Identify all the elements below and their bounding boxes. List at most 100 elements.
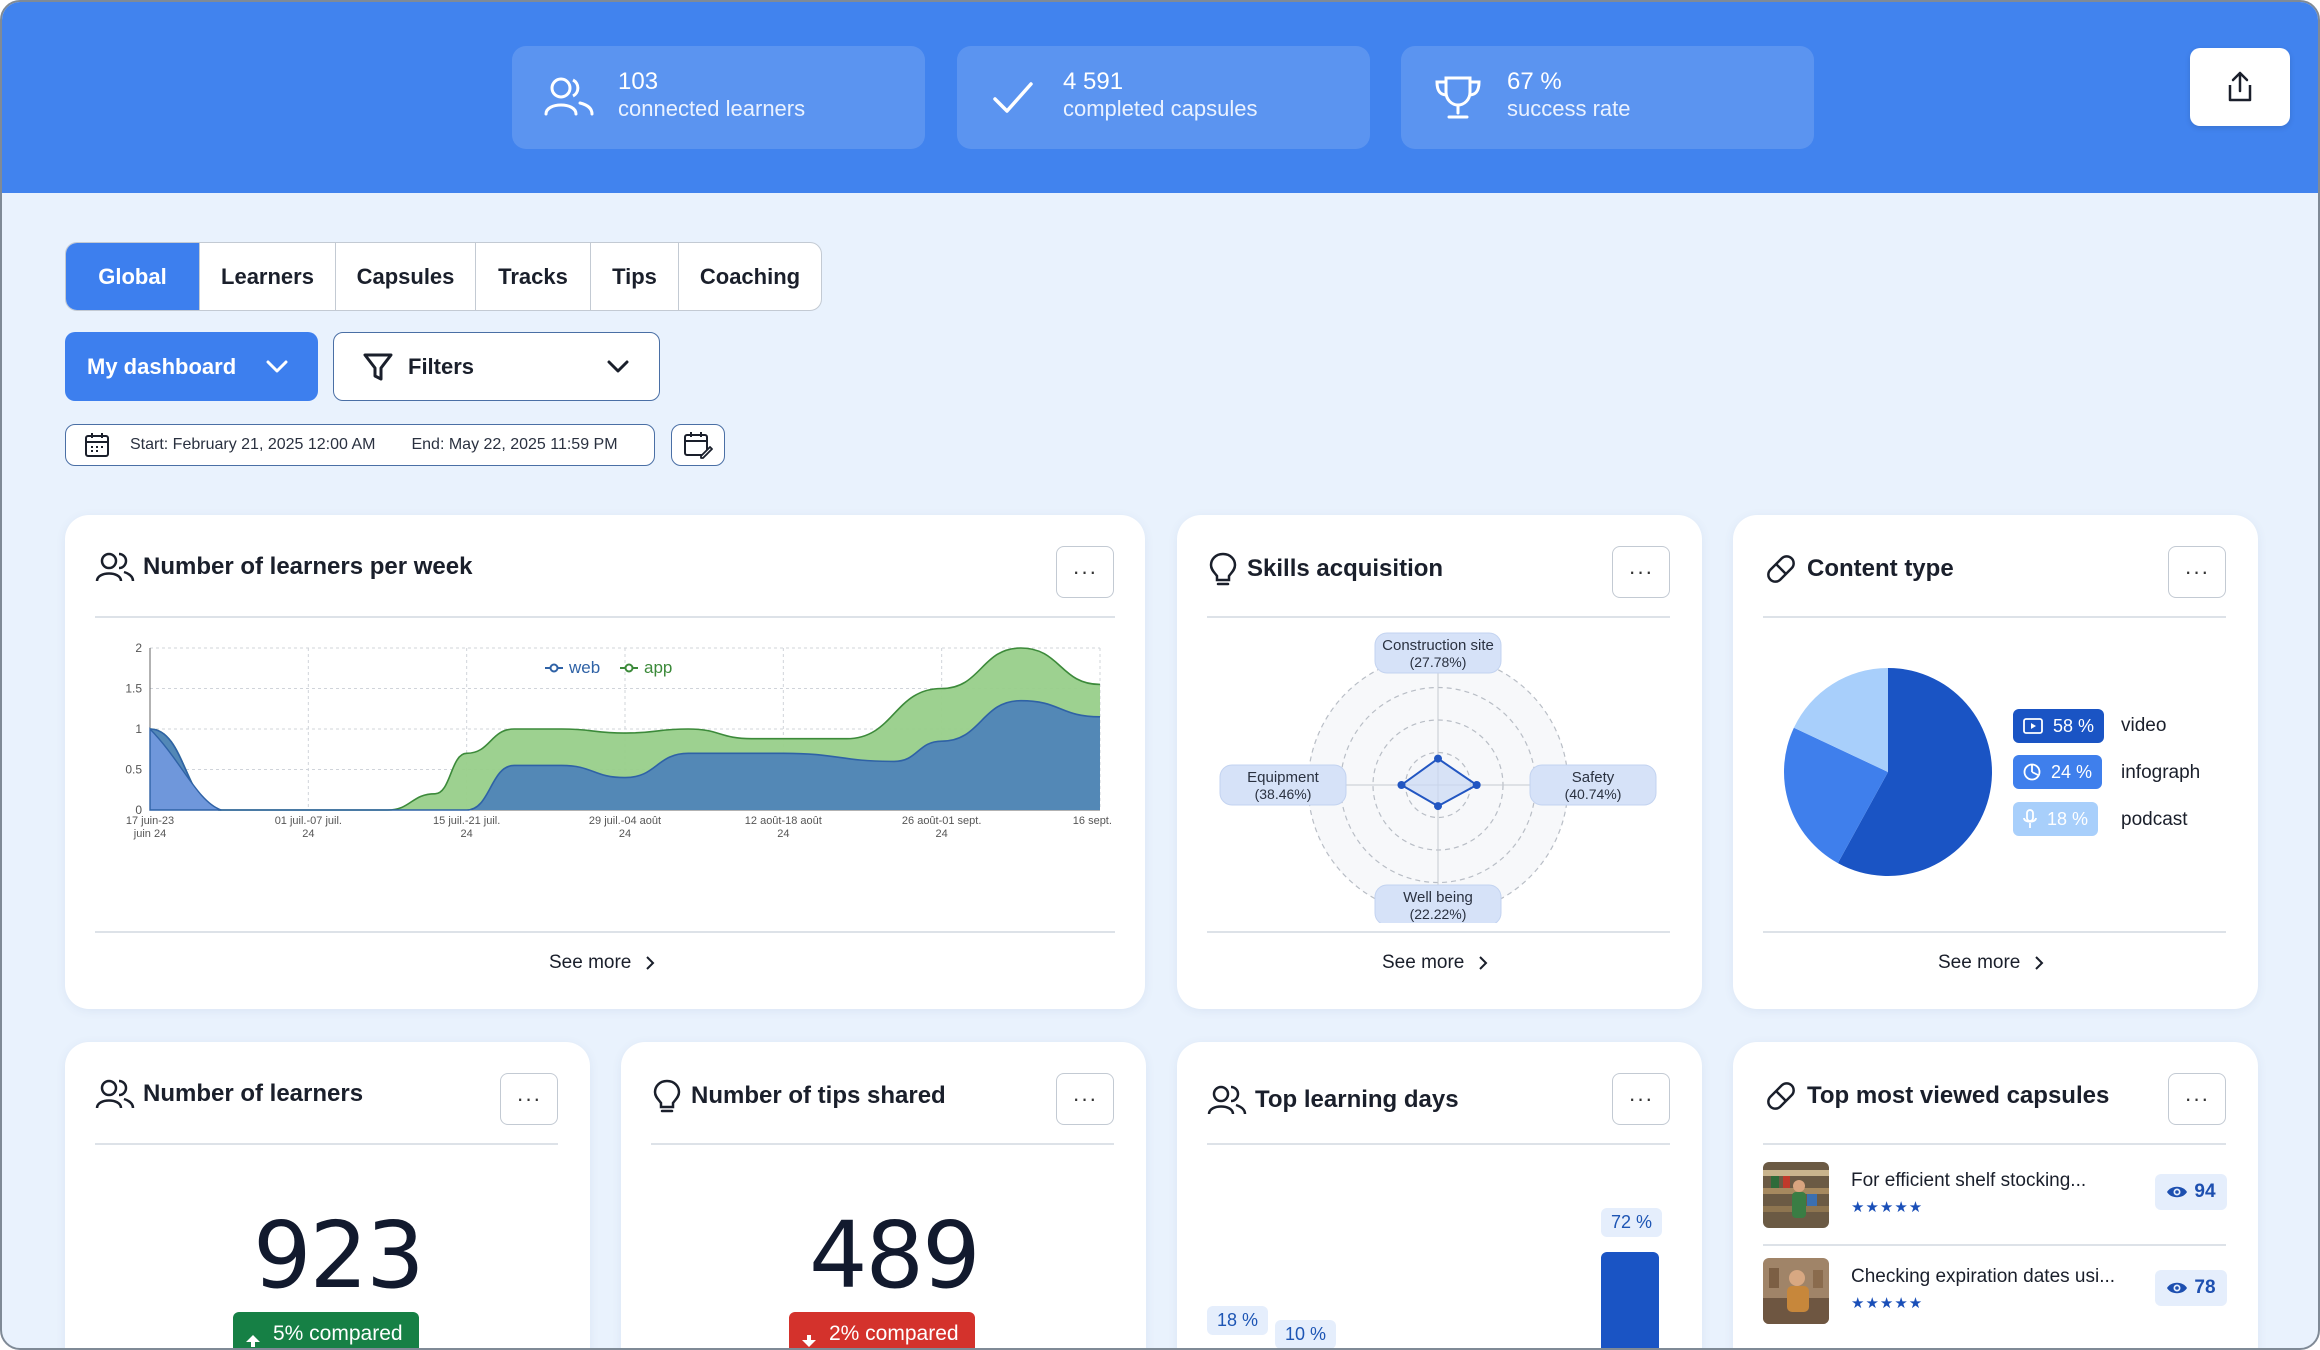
y-tick-label: 2 bbox=[135, 641, 142, 655]
legend-label: app bbox=[644, 658, 672, 677]
stat-value: 67 % bbox=[1507, 68, 1562, 95]
card-title: Number of learners per week bbox=[143, 553, 473, 580]
more-options-button[interactable]: ··· bbox=[2168, 546, 2226, 598]
radar-label-bg bbox=[1374, 632, 1502, 674]
users-icon bbox=[95, 1079, 135, 1109]
see-more-link[interactable]: See more bbox=[1382, 952, 1488, 974]
card-title: Top most viewed capsules bbox=[1807, 1082, 2110, 1109]
infograph-icon bbox=[2023, 763, 2041, 781]
radar-point bbox=[1434, 754, 1442, 763]
comparison-text: 2% compared bbox=[829, 1322, 959, 1345]
stat-success-rate: 67 % success rate bbox=[1401, 46, 1814, 149]
top-days-bar-chart: 18 % 10 % 72 % bbox=[1207, 1162, 1670, 1348]
content-type-pie-chart bbox=[1784, 668, 1992, 876]
comparison-badge-up: 5% compared bbox=[233, 1312, 419, 1348]
stat-connected-learners: 103 connected learners bbox=[512, 46, 925, 149]
divider bbox=[1207, 931, 1670, 933]
stat-label: connected learners bbox=[618, 96, 806, 121]
x-tick-label: 15 juil.-21 juil. bbox=[433, 815, 500, 827]
card-learners-per-week: Number of learners per week ··· 0 0.5 1 1.5… bbox=[65, 515, 1145, 1009]
x-tick-label: 24 bbox=[936, 828, 948, 840]
more-options-button[interactable]: ··· bbox=[1612, 1073, 1670, 1125]
capsule-list-item[interactable]: For efficient shelf stocking... ★★★★★ 94 bbox=[1763, 1158, 2227, 1248]
radar-point bbox=[1434, 802, 1442, 811]
x-tick-label: 24 bbox=[619, 828, 631, 840]
stat-value: 4 591 bbox=[1063, 68, 1124, 95]
calendar-icon bbox=[85, 433, 109, 457]
calendar-edit-icon bbox=[684, 432, 713, 459]
skills-radar-chart: Construction site(27.78%) Safety(40.74%) W… bbox=[1219, 632, 1657, 923]
x-tick-label: 29 juil.-04 août bbox=[589, 815, 661, 827]
edit-date-button[interactable] bbox=[671, 424, 725, 466]
see-more-label: See more bbox=[549, 952, 632, 973]
radar-label-value: (38.46%) bbox=[1255, 786, 1312, 802]
date-end: End: May 22, 2025 11:59 PM bbox=[411, 436, 618, 453]
tab-tips[interactable]: Tips bbox=[591, 243, 679, 310]
legend-marker bbox=[549, 663, 559, 673]
day-bar-label: 10 % bbox=[1275, 1319, 1337, 1348]
dashboard-select[interactable]: My dashboard bbox=[65, 332, 318, 401]
more-options-button[interactable]: ··· bbox=[1612, 546, 1670, 598]
check-icon bbox=[993, 82, 1033, 113]
x-tick-label: 01 juil.-07 juil. bbox=[275, 815, 342, 827]
trophy-icon bbox=[1435, 76, 1481, 119]
legend-pct: 18 % bbox=[2047, 808, 2089, 829]
card-header: Content type bbox=[1763, 551, 1954, 587]
radar-label: Construction site bbox=[1382, 637, 1494, 654]
tab-learners[interactable]: Learners bbox=[200, 243, 336, 310]
legend-podcast-pill: 18 % bbox=[2013, 802, 2099, 836]
divider bbox=[1207, 1143, 1670, 1145]
video-icon bbox=[2023, 718, 2043, 734]
eye-icon bbox=[2167, 1282, 2188, 1294]
users-icon bbox=[1207, 1085, 1247, 1115]
x-tick-label: 26 août-01 sept. bbox=[902, 815, 982, 827]
arrow-up-icon bbox=[246, 1335, 260, 1347]
divider bbox=[1763, 1244, 2226, 1246]
see-more-link[interactable]: See more bbox=[1938, 952, 2044, 974]
tab-capsules[interactable]: Capsules bbox=[336, 243, 476, 310]
learners-count: 923 bbox=[253, 1202, 425, 1309]
pie-slice-podcast bbox=[1793, 668, 1888, 772]
legend-infograph-pill: 24 % bbox=[2013, 755, 2103, 789]
legend-pct: 24 % bbox=[2051, 761, 2093, 782]
tab-tracks[interactable]: Tracks bbox=[476, 243, 591, 310]
rating-stars: ★★★★★ bbox=[1851, 1199, 1924, 1216]
lightbulb-icon bbox=[653, 1079, 681, 1113]
card-header: Number of tips shared bbox=[651, 1078, 946, 1114]
card-content-type: Content type ··· 58 % video 24 % infogra… bbox=[1733, 515, 2258, 1009]
radar-point bbox=[1397, 781, 1406, 789]
more-options-button[interactable]: ··· bbox=[500, 1073, 558, 1125]
day-bar bbox=[1601, 1252, 1659, 1348]
filters-dropdown[interactable]: Filters bbox=[333, 332, 660, 401]
radar-label: Equipment bbox=[1247, 769, 1320, 786]
more-options-button[interactable]: ··· bbox=[1056, 1073, 1114, 1125]
radar-label-value: (22.22%) bbox=[1410, 906, 1467, 922]
see-more-label: See more bbox=[1382, 952, 1465, 973]
date-range-field[interactable]: Start: February 21, 2025 12:00 AM End: M… bbox=[65, 424, 655, 466]
radar-label-bg bbox=[1374, 884, 1502, 923]
dashboard-select-label: My dashboard bbox=[87, 353, 237, 379]
see-more-link[interactable]: See more bbox=[549, 952, 655, 974]
radar-label-bg bbox=[1219, 764, 1347, 806]
comparison-badge-down: 2% compared bbox=[789, 1312, 975, 1348]
share-button[interactable] bbox=[2190, 48, 2290, 126]
divider bbox=[95, 616, 1115, 618]
legend-marker bbox=[624, 663, 634, 673]
card-title: Skills acquisition bbox=[1247, 555, 1444, 582]
x-tick-label: 24 bbox=[302, 828, 314, 840]
more-options-button[interactable]: ··· bbox=[1056, 546, 1114, 598]
pie-slice-infograph bbox=[1784, 727, 1888, 864]
card-title: Top learning days bbox=[1255, 1086, 1459, 1113]
divider bbox=[95, 1143, 558, 1145]
more-options-button[interactable]: ··· bbox=[2168, 1073, 2226, 1125]
divider bbox=[1207, 616, 1670, 618]
tips-count: 489 bbox=[809, 1202, 981, 1309]
tab-coaching[interactable]: Coaching bbox=[699, 263, 801, 289]
lightbulb-icon bbox=[1209, 552, 1237, 586]
capsule-thumbnail bbox=[1763, 1258, 1829, 1324]
capsule-list-item[interactable]: Checking expiration dates usi... ★★★★★ 7… bbox=[1763, 1254, 2227, 1344]
tab-global[interactable]: Global bbox=[66, 243, 200, 310]
series-line-web bbox=[149, 699, 1101, 811]
main-tabs: Global Learners Capsules Tracks Tips Coa… bbox=[65, 242, 822, 311]
card-header: Top most viewed capsules bbox=[1763, 1078, 2109, 1114]
